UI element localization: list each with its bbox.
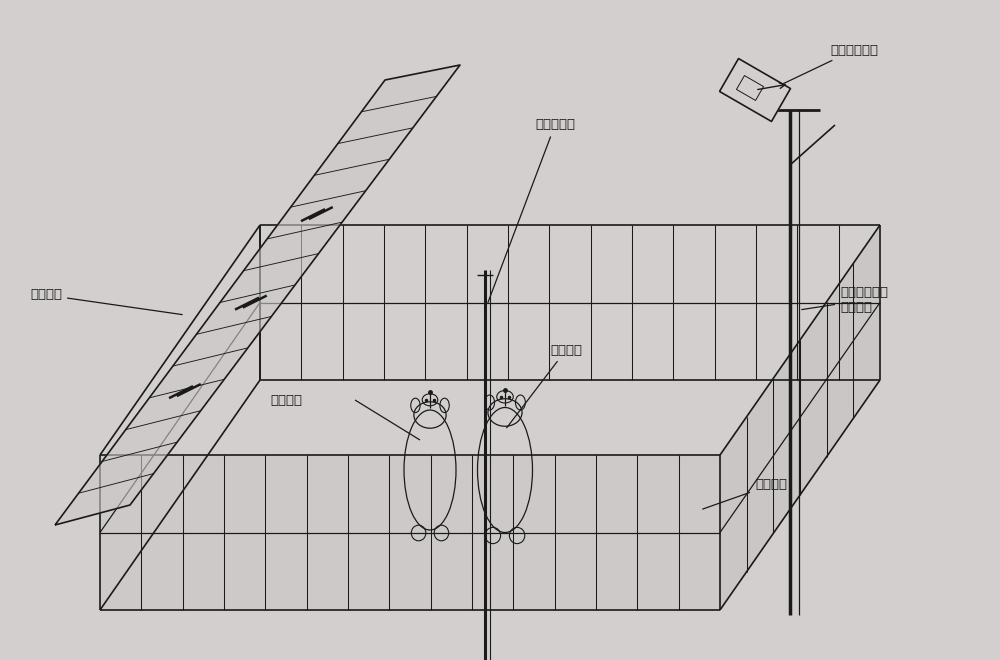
Text: 主影像区: 主影像区	[507, 343, 582, 428]
Polygon shape	[55, 65, 460, 525]
Text: 影像分割面: 影像分割面	[488, 119, 575, 302]
Text: 养殖栏舍: 养殖栏舍	[703, 478, 787, 509]
Polygon shape	[720, 225, 880, 610]
Text: 光滑镜面: 光滑镜面	[30, 288, 182, 315]
Polygon shape	[100, 380, 880, 610]
Text: 景深摄像设备
支撑立柱: 景深摄像设备 支撑立柱	[802, 286, 888, 314]
Polygon shape	[100, 455, 720, 610]
Text: 景深摄像设备: 景深摄像设备	[773, 44, 878, 89]
Text: 副影像区: 副影像区	[270, 393, 302, 407]
Polygon shape	[720, 59, 790, 121]
